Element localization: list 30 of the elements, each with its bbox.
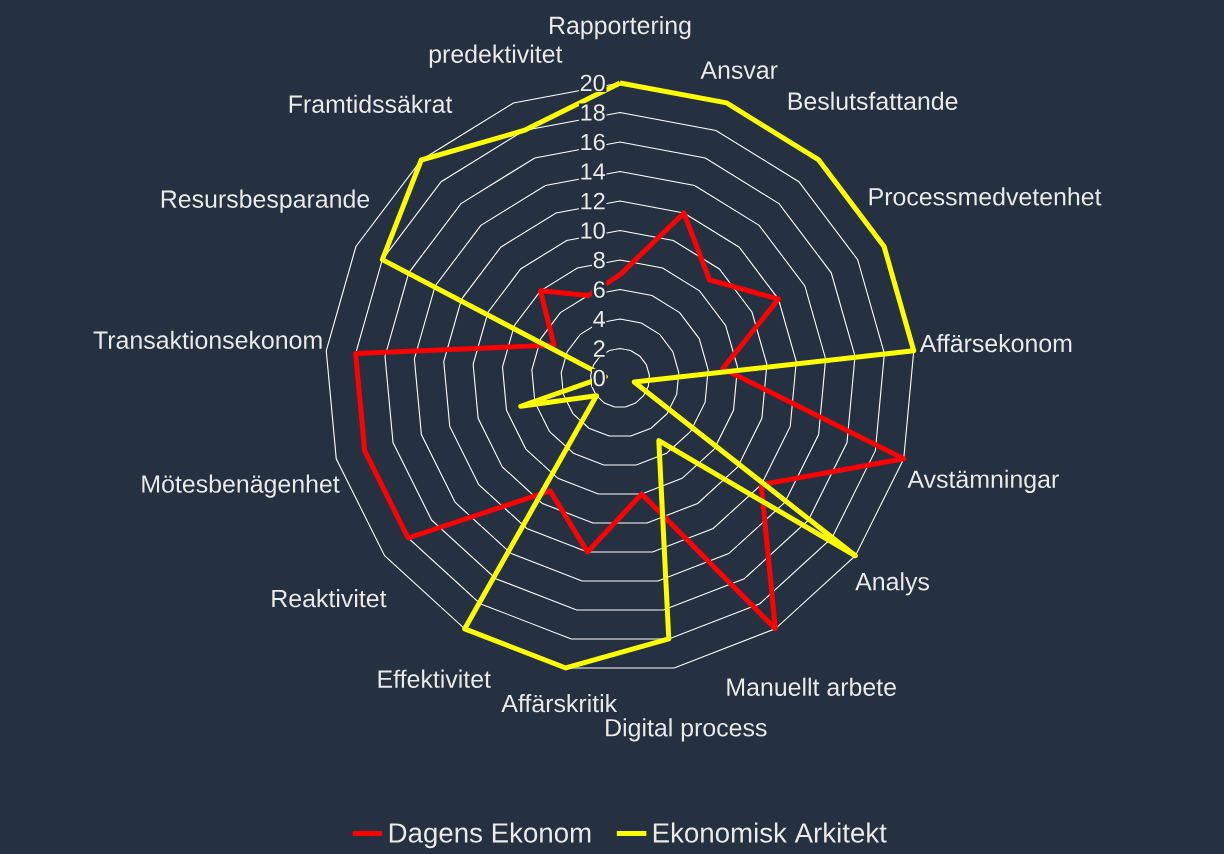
spoke-label: Avstämningar (907, 469, 1059, 493)
spoke-label: Transaktionsekonom (93, 330, 322, 349)
spoke-label: Digital process (606, 718, 767, 742)
y-tick-label: 12 (581, 192, 605, 210)
spoke-label: Processmedvetenhet (869, 187, 1102, 206)
y-tick-label: 4 (593, 310, 606, 328)
y-tick-label: 0 (593, 369, 605, 387)
spoke-label: Effektivitet (378, 669, 491, 688)
spoke-label: Beslutsfattande (788, 91, 958, 110)
spoke-label: Affärsekonom (919, 333, 1072, 353)
spoke-label: Analys (855, 572, 930, 596)
y-tick-label: 6 (593, 281, 605, 298)
y-tick-label: 14 (581, 163, 606, 180)
spoke-label: Mötesbenägenhet (142, 474, 340, 498)
spoke-label: Affärskritik (501, 694, 618, 713)
spoke-label: Rapportering (550, 15, 691, 40)
spoke-label: Framtidssäkrat (289, 94, 453, 113)
spoke-label: predektivitet (429, 44, 563, 68)
y-tick-label: 8 (593, 251, 605, 269)
y-tick-label: 2 (593, 340, 605, 357)
legend-label: Dagens Ekonom (389, 822, 591, 849)
y-tick-label: 16 (581, 133, 605, 151)
y-tick-label: 20 (580, 74, 605, 92)
y-tick-label: 10 (581, 222, 605, 239)
spoke-label: Resursbesparande (161, 189, 370, 213)
spoke-label: Reaktivitet (272, 589, 387, 608)
spoke-label: Manuellt arbete (727, 677, 896, 696)
y-tick-label: 18 (581, 104, 605, 121)
spoke-label: Ansvar (700, 61, 778, 79)
legend-label: Ekonomisk Arkitekt (653, 822, 887, 843)
